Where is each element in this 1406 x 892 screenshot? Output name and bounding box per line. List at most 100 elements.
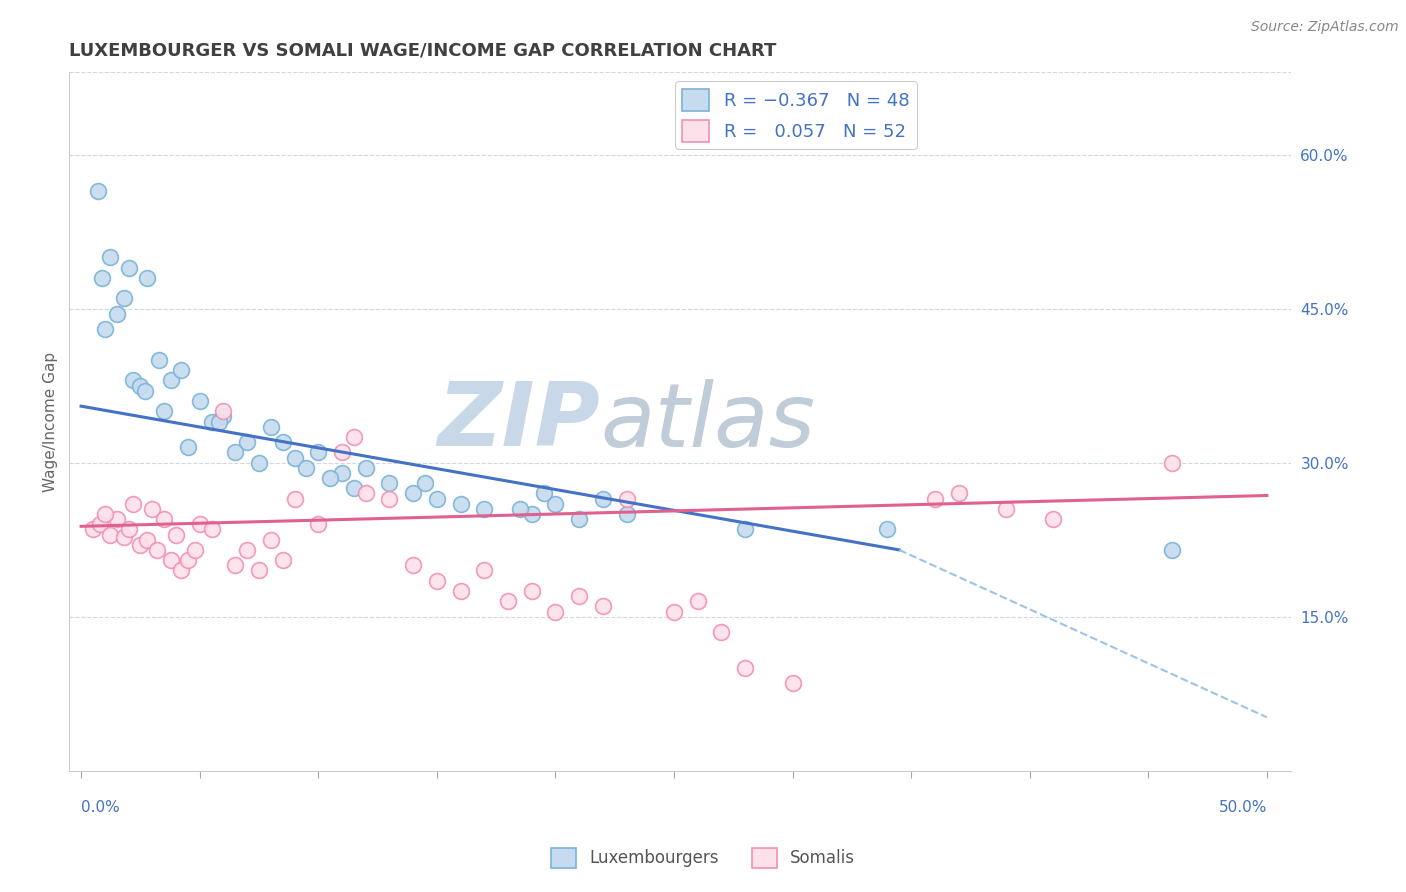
Text: Source: ZipAtlas.com: Source: ZipAtlas.com bbox=[1251, 20, 1399, 34]
Point bbox=[378, 491, 401, 506]
Point bbox=[170, 564, 193, 578]
Point bbox=[212, 404, 235, 418]
Point bbox=[153, 512, 176, 526]
Point bbox=[520, 507, 543, 521]
Point bbox=[136, 270, 159, 285]
Point bbox=[426, 574, 449, 588]
Point bbox=[177, 553, 200, 567]
Point bbox=[247, 456, 270, 470]
Point bbox=[129, 538, 152, 552]
Point bbox=[200, 522, 222, 536]
Point bbox=[354, 460, 377, 475]
Point bbox=[354, 486, 377, 500]
Point bbox=[496, 594, 519, 608]
Point bbox=[134, 384, 156, 398]
Point bbox=[544, 605, 567, 619]
Point bbox=[98, 250, 121, 264]
Point bbox=[520, 584, 543, 599]
Point bbox=[105, 512, 128, 526]
Point bbox=[509, 501, 531, 516]
Point bbox=[472, 501, 495, 516]
Point bbox=[330, 466, 353, 480]
Point bbox=[129, 378, 152, 392]
Point bbox=[426, 491, 449, 506]
Point bbox=[86, 184, 108, 198]
Point bbox=[146, 543, 169, 558]
Y-axis label: Wage/Income Gap: Wage/Income Gap bbox=[44, 351, 58, 491]
Point bbox=[89, 517, 111, 532]
Point bbox=[924, 491, 946, 506]
Point bbox=[307, 517, 329, 532]
Point bbox=[165, 527, 187, 541]
Point bbox=[616, 491, 638, 506]
Point bbox=[378, 476, 401, 491]
Point bbox=[188, 394, 211, 409]
Point bbox=[98, 527, 121, 541]
Point bbox=[141, 501, 163, 516]
Point bbox=[1042, 512, 1064, 526]
Point bbox=[122, 374, 145, 388]
Point bbox=[105, 307, 128, 321]
Point bbox=[212, 409, 235, 424]
Point bbox=[184, 543, 207, 558]
Point bbox=[413, 476, 436, 491]
Point bbox=[662, 605, 685, 619]
Point bbox=[568, 589, 591, 603]
Legend: Luxembourgers, Somalis: Luxembourgers, Somalis bbox=[544, 841, 862, 875]
Point bbox=[544, 497, 567, 511]
Point bbox=[160, 374, 183, 388]
Point bbox=[283, 491, 305, 506]
Point bbox=[236, 543, 259, 558]
Point bbox=[117, 260, 139, 275]
Point bbox=[136, 533, 159, 547]
Point bbox=[112, 291, 135, 305]
Point bbox=[995, 501, 1018, 516]
Point bbox=[533, 486, 555, 500]
Point bbox=[343, 481, 366, 495]
Point bbox=[307, 445, 329, 459]
Text: LUXEMBOURGER VS SOMALI WAGE/INCOME GAP CORRELATION CHART: LUXEMBOURGER VS SOMALI WAGE/INCOME GAP C… bbox=[69, 42, 776, 60]
Point bbox=[170, 363, 193, 377]
Point bbox=[876, 522, 898, 536]
Point bbox=[112, 530, 135, 544]
Point bbox=[568, 512, 591, 526]
Text: 50.0%: 50.0% bbox=[1219, 800, 1267, 815]
Point bbox=[148, 353, 170, 368]
Point bbox=[686, 594, 709, 608]
Point bbox=[295, 460, 318, 475]
Point bbox=[224, 445, 246, 459]
Point bbox=[208, 415, 231, 429]
Point bbox=[224, 558, 246, 573]
Point bbox=[91, 270, 114, 285]
Point bbox=[402, 558, 425, 573]
Text: 0.0%: 0.0% bbox=[82, 800, 120, 815]
Point bbox=[330, 445, 353, 459]
Point bbox=[450, 584, 472, 599]
Point bbox=[343, 430, 366, 444]
Legend: R = −0.367   N = 48, R =   0.057   N = 52: R = −0.367 N = 48, R = 0.057 N = 52 bbox=[675, 81, 917, 149]
Point bbox=[247, 564, 270, 578]
Point bbox=[122, 497, 145, 511]
Point bbox=[450, 497, 472, 511]
Point bbox=[782, 676, 804, 690]
Point bbox=[734, 522, 756, 536]
Point bbox=[82, 522, 104, 536]
Point bbox=[200, 415, 222, 429]
Point bbox=[153, 404, 176, 418]
Point bbox=[271, 435, 294, 450]
Point bbox=[402, 486, 425, 500]
Point bbox=[1161, 456, 1184, 470]
Point bbox=[271, 553, 294, 567]
Point bbox=[160, 553, 183, 567]
Point bbox=[177, 440, 200, 454]
Point bbox=[236, 435, 259, 450]
Point bbox=[592, 599, 614, 614]
Point bbox=[260, 419, 283, 434]
Point bbox=[948, 486, 970, 500]
Point bbox=[260, 533, 283, 547]
Point bbox=[472, 564, 495, 578]
Point bbox=[1161, 543, 1184, 558]
Point bbox=[319, 471, 342, 485]
Point bbox=[117, 522, 139, 536]
Point bbox=[94, 507, 117, 521]
